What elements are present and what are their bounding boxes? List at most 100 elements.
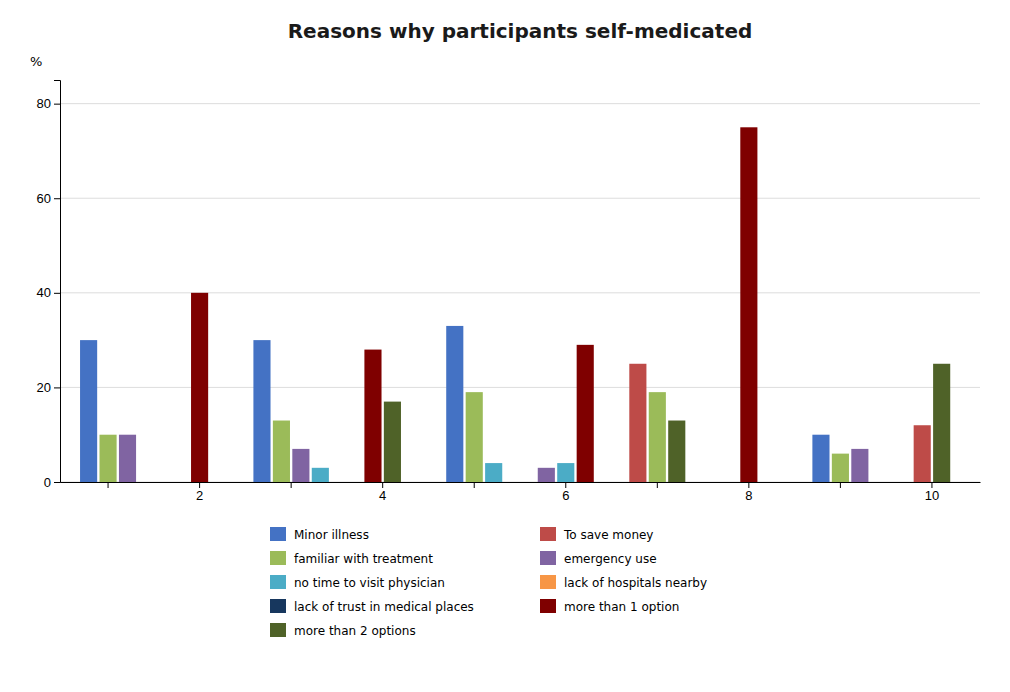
y-tick-label: 0 [44, 475, 51, 490]
y-tick-mark [54, 482, 60, 483]
bar [933, 364, 950, 482]
x-tick-label: 10 [925, 488, 939, 503]
y-tick: 20 [37, 380, 60, 395]
x-tick [840, 482, 841, 488]
y-tick: 40 [37, 285, 60, 300]
y-axis-title: % [30, 54, 42, 69]
plot: 2 4 6 8 10 0 20 40 60 80 [37, 81, 981, 504]
legend: Minor illness To save money familiar with … [270, 527, 707, 638]
bar [668, 421, 685, 482]
grid-line [60, 198, 980, 199]
x-tick-mark [291, 482, 292, 488]
x-tick-mark [748, 482, 749, 488]
x-tick: 2 [196, 482, 203, 503]
legend-item: emergency use [540, 551, 657, 566]
x-axis: 2 4 6 8 10 [61, 482, 981, 503]
bar [485, 463, 502, 482]
legend-label: lack of hospitals nearby [564, 576, 707, 590]
y-tick: 80 [37, 96, 60, 111]
legend-item: no time to visit physician [270, 575, 445, 590]
legend-item: lack of trust in medical places [270, 599, 474, 614]
bar [100, 435, 117, 482]
legend-label: more than 1 option [564, 600, 679, 614]
x-tick-mark [199, 482, 200, 488]
x-tick: 6 [562, 482, 569, 503]
y-tick-label: 80 [37, 96, 51, 111]
grid-line [60, 103, 980, 104]
y-tick-label: 20 [37, 380, 51, 395]
y-tick-mark [54, 104, 60, 105]
x-tick-mark [474, 482, 475, 488]
legend-label: no time to visit physician [294, 576, 445, 590]
x-tick [474, 482, 475, 488]
x-tick: 4 [379, 482, 386, 503]
legend-swatch [270, 599, 286, 613]
bar [914, 425, 931, 482]
legend-swatch [270, 623, 286, 637]
bar [273, 421, 290, 482]
bar [191, 293, 208, 482]
legend-label: emergency use [564, 552, 657, 566]
x-tick-mark [657, 482, 658, 488]
legend-item: more than 2 options [270, 623, 416, 638]
bar [812, 435, 829, 482]
x-tick [657, 482, 658, 488]
x-tick-label: 8 [745, 488, 752, 503]
legend-swatch [540, 527, 556, 541]
bar [832, 454, 849, 482]
grid [60, 104, 980, 482]
bar [466, 392, 483, 482]
bar [292, 449, 309, 482]
x-tick: 10 [925, 482, 939, 503]
y-tick-label: 40 [37, 285, 51, 300]
chart: 2 4 6 8 10 0 20 40 60 80% Reasons why participants… [0, 0, 1010, 692]
bar [649, 392, 666, 482]
x-axis-line [61, 482, 981, 483]
x-tick: 8 [745, 482, 752, 503]
legend-label: familiar with treatment [294, 552, 433, 566]
bar [384, 402, 401, 482]
x-tick-mark [931, 482, 932, 488]
legend-swatch [540, 551, 556, 565]
x-tick [291, 482, 292, 488]
bar [80, 340, 97, 482]
bar [446, 326, 463, 482]
y-axis-line [54, 81, 61, 483]
bar [557, 463, 574, 482]
bars [80, 127, 950, 482]
bar [851, 449, 868, 482]
legend-swatch [270, 527, 286, 541]
legend-item: lack of hospitals nearby [540, 575, 707, 590]
bar [629, 364, 646, 482]
x-tick-mark [840, 482, 841, 488]
x-tick-label: 2 [196, 488, 203, 503]
legend-item: familiar with treatment [270, 551, 433, 566]
legend-item: To save money [540, 527, 653, 542]
legend-label: more than 2 options [294, 624, 416, 638]
legend-label: To save money [563, 528, 653, 542]
bar [740, 127, 757, 482]
x-tick-label: 4 [379, 488, 386, 503]
bar [253, 340, 270, 482]
bar [577, 345, 594, 482]
legend-swatch [270, 575, 286, 589]
legend-item: Minor illness [270, 527, 369, 542]
legend-label: Minor illness [294, 528, 369, 542]
x-tick-label: 6 [562, 488, 569, 503]
legend-swatch [540, 599, 556, 613]
bar [312, 468, 329, 482]
y-tick-label: 60 [37, 191, 51, 206]
y-axis: 0 20 40 60 80 [37, 81, 61, 490]
bar [364, 350, 381, 482]
y-tick: 0 [44, 475, 60, 490]
legend-swatch [270, 551, 286, 565]
x-tick-mark [382, 482, 383, 488]
y-tick-mark [54, 387, 60, 388]
y-tick: 60 [37, 191, 60, 206]
legend-item: more than 1 option [540, 599, 679, 614]
bar [538, 468, 555, 482]
title: Reasons why participants self-medicated [288, 19, 753, 43]
legend-label: lack of trust in medical places [294, 600, 474, 614]
x-tick-mark [565, 482, 566, 488]
x-tick-mark [108, 482, 109, 488]
